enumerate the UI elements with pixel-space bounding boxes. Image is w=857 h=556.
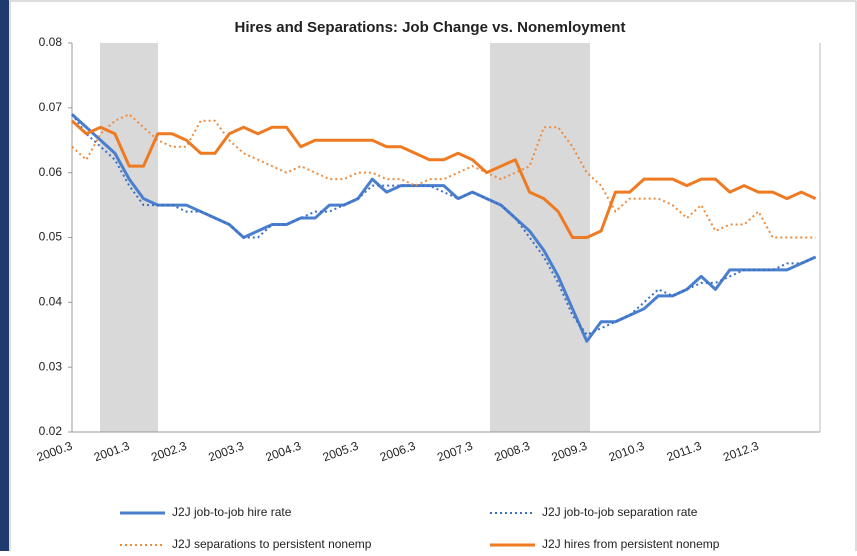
- recession-band: [100, 43, 158, 432]
- series-line: [70, 113, 817, 343]
- y-tick-label: 0.06: [39, 165, 63, 179]
- legend-label: J2J job-to-job separation rate: [542, 505, 698, 519]
- y-tick-label: 0.02: [39, 424, 63, 438]
- legend-label: J2J job-to-job hire rate: [172, 505, 292, 519]
- series-line: [71, 113, 817, 336]
- side-bar: [0, 0, 9, 551]
- legend-label: J2J hires from persistent nonemp: [542, 537, 720, 551]
- y-tick-label: 0.04: [39, 295, 63, 309]
- legend-label: J2J separations to persistent nonemp: [172, 537, 372, 551]
- series-line: [70, 119, 817, 239]
- chart-title: Hires and Separations: Job Change vs. No…: [235, 19, 626, 36]
- y-tick-label: 0.05: [39, 230, 63, 244]
- y-tick-label: 0.03: [39, 359, 63, 373]
- y-tick-label: 0.08: [39, 35, 63, 49]
- y-tick-label: 0.07: [39, 100, 63, 114]
- series-line: [71, 113, 816, 239]
